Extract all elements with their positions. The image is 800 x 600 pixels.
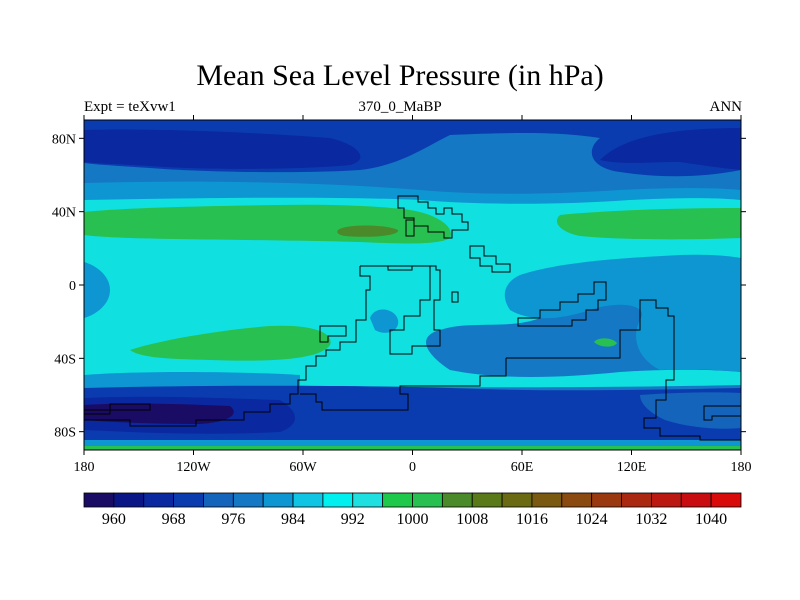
coast-iberia <box>405 219 415 237</box>
colorbar-swatch <box>143 492 174 508</box>
y-axis: 80N 40N 0 40S 80S <box>52 132 746 441</box>
coast-island <box>451 291 459 303</box>
colorbar-swatch <box>173 492 204 508</box>
colorbar-label: 1040 <box>695 511 727 528</box>
field-north-low-core <box>84 129 361 169</box>
season-label: ANN <box>709 99 743 115</box>
coast-west-fragment <box>84 403 151 415</box>
x-tick-label: 180 <box>731 460 752 475</box>
field-west-tropic-patch <box>84 262 110 318</box>
coastlines <box>84 195 741 441</box>
colorbar-swatch <box>561 492 593 508</box>
colorbar-swatch <box>591 492 622 508</box>
colorbar-label: 1016 <box>516 511 548 528</box>
x-tick-label: 120W <box>176 460 211 475</box>
colorbar-label: 984 <box>281 511 305 528</box>
coast-arabia <box>469 245 511 273</box>
experiment-label: Expt = teXvw1 <box>84 99 176 115</box>
colorbar: 960 968 976 984 992 1000 1008 1016 1024 1032 1040 <box>83 492 742 528</box>
y-tick-label: 40N <box>52 206 76 221</box>
field-southern-trough-deep <box>84 403 234 424</box>
colorbar-label: 976 <box>221 511 245 528</box>
field-south-east-patch <box>640 392 741 429</box>
field-south-indian-high <box>594 338 617 347</box>
colorbar-swatch <box>412 492 443 508</box>
x-tick-label: 60W <box>289 460 317 475</box>
x-tick-label: 180 <box>74 460 95 475</box>
field-north-subtropical-high-east <box>556 208 741 240</box>
coast-india <box>517 281 607 327</box>
colorbar-label: 1032 <box>635 511 667 528</box>
coast-east-fragment <box>703 405 741 421</box>
y-tick-label: 80S <box>54 426 76 441</box>
colorbar-swatch <box>322 492 354 508</box>
pressure-contours <box>84 120 741 450</box>
y-tick-label: 80N <box>52 132 76 147</box>
field-atlantic-patch <box>370 309 399 333</box>
colorbar-swatch <box>621 492 652 508</box>
colorbar-swatch <box>680 492 712 508</box>
colorbar-swatch <box>232 492 264 508</box>
map-title: Mean Sea Level Pressure (in hPa) <box>196 59 604 92</box>
coast-gondwana-central <box>360 265 441 355</box>
colorbar-label: 960 <box>102 511 126 528</box>
x-tick-label: 60E <box>511 460 534 475</box>
colorbar-label: 1008 <box>456 511 488 528</box>
x-axis: 180 120W 60W 0 60E 120E 180 <box>74 115 752 475</box>
time-period-label: 370_0_MaBP <box>358 99 442 115</box>
x-tick-label: 0 <box>409 460 416 475</box>
coast-antarctica-west <box>300 358 507 411</box>
colorbar-label: 1000 <box>397 511 429 528</box>
field-north-low-core-east <box>600 128 741 170</box>
colorbar-swatch <box>203 492 234 508</box>
colorbar-swatch <box>382 492 413 508</box>
field-subtropical-high-peak <box>337 225 399 237</box>
colorbar-swatch <box>441 492 473 508</box>
y-tick-label: 0 <box>69 279 76 294</box>
field-antarctic-high <box>84 446 741 450</box>
coast-south-america-tip <box>319 325 347 343</box>
field-indopacific-patch <box>504 254 741 372</box>
colorbar-swatch <box>710 492 742 508</box>
coast-gondwana-west <box>84 266 371 427</box>
colorbar-swatch <box>352 492 384 508</box>
colorbar-label: 992 <box>341 511 365 528</box>
colorbar-swatch <box>262 492 294 508</box>
colorbar-swatch <box>113 492 145 508</box>
x-tick-label: 120E <box>617 460 647 475</box>
colorbar-label: 968 <box>162 511 186 528</box>
colorbar-label: 1024 <box>576 511 608 528</box>
field-south-subtropical-high <box>130 325 331 361</box>
coast-antarctica-east <box>506 299 741 441</box>
colorbar-swatch <box>471 492 503 508</box>
colorbar-swatch <box>651 492 682 508</box>
field-north-subtropical-high <box>84 204 451 244</box>
field-antarctic-strip <box>84 440 741 450</box>
colorbar-swatch <box>501 492 533 508</box>
colorbar-swatch <box>83 492 115 508</box>
colorbar-swatch <box>531 492 563 508</box>
colorbar-swatch <box>292 492 324 508</box>
y-tick-label: 40S <box>54 352 76 367</box>
